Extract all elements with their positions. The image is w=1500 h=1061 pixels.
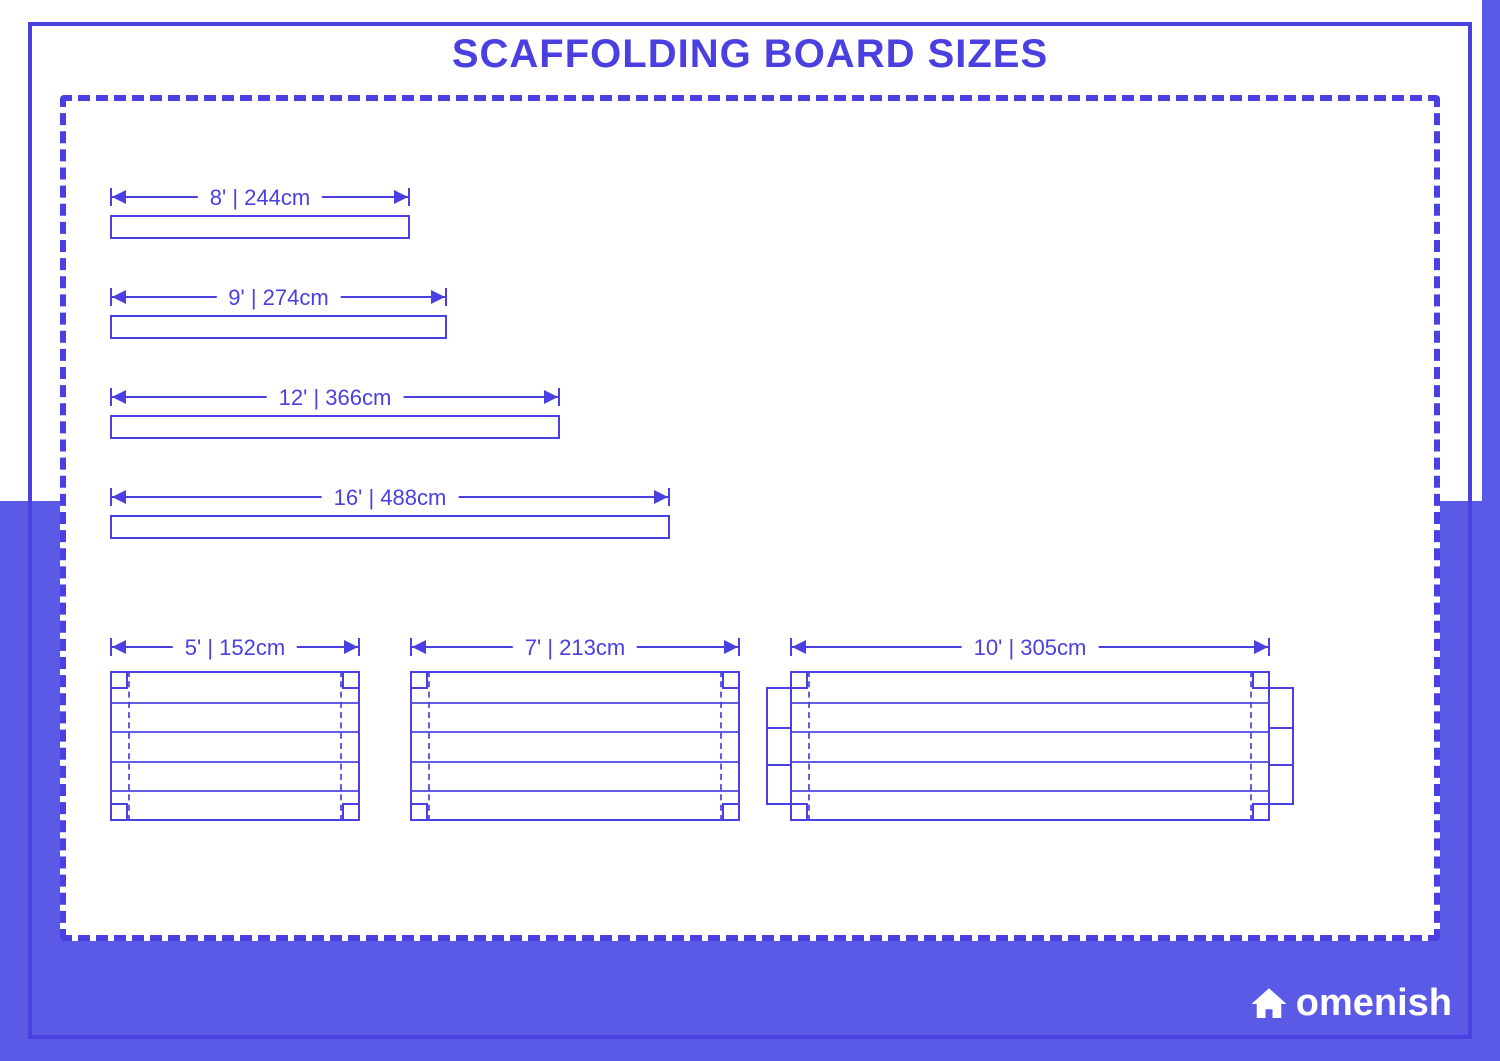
dim-label: 7' | 213cm [513,635,637,661]
dim-line: 16' | 488cm [110,485,670,509]
platform-0 [110,671,360,821]
brand-text: omenish [1296,982,1452,1025]
brand-logo: omenish [1248,982,1452,1025]
board-bar [110,215,410,239]
platform-dim-2: 10' | 305cm [790,635,1270,659]
platform-dim-1: 7' | 213cm [410,635,740,659]
page-title: SCAFFOLDING BOARD SIZES [432,32,1068,77]
dim-label: 10' | 305cm [962,635,1099,661]
dim-label: 8' | 244cm [198,185,322,211]
dim-line: 8' | 244cm [110,185,410,209]
house-icon [1248,983,1290,1025]
board-row-3: 16' | 488cm [110,485,670,539]
platform-2 [790,671,1270,821]
dim-label: 12' | 366cm [267,385,404,411]
dim-line: 9' | 274cm [110,285,447,309]
dim-label: 16' | 488cm [322,485,459,511]
dim-label: 5' | 152cm [173,635,297,661]
platform-1 [410,671,740,821]
board-row-2: 12' | 366cm [110,385,560,439]
bg-fill-right [1482,0,1500,1061]
board-row-0: 8' | 244cm [110,185,410,239]
diagram-content: 8' | 244cm 9' | 274cm 12' | 366cm 16' | … [60,95,1440,941]
dim-line: 10' | 305cm [790,635,1270,659]
dim-line: 12' | 366cm [110,385,560,409]
board-row-1: 9' | 274cm [110,285,447,339]
board-bar [110,415,560,439]
board-bar [110,315,447,339]
platform-dim-0: 5' | 152cm [110,635,360,659]
dim-label: 9' | 274cm [216,285,340,311]
dim-line: 5' | 152cm [110,635,360,659]
dim-line: 7' | 213cm [410,635,740,659]
board-bar [110,515,670,539]
